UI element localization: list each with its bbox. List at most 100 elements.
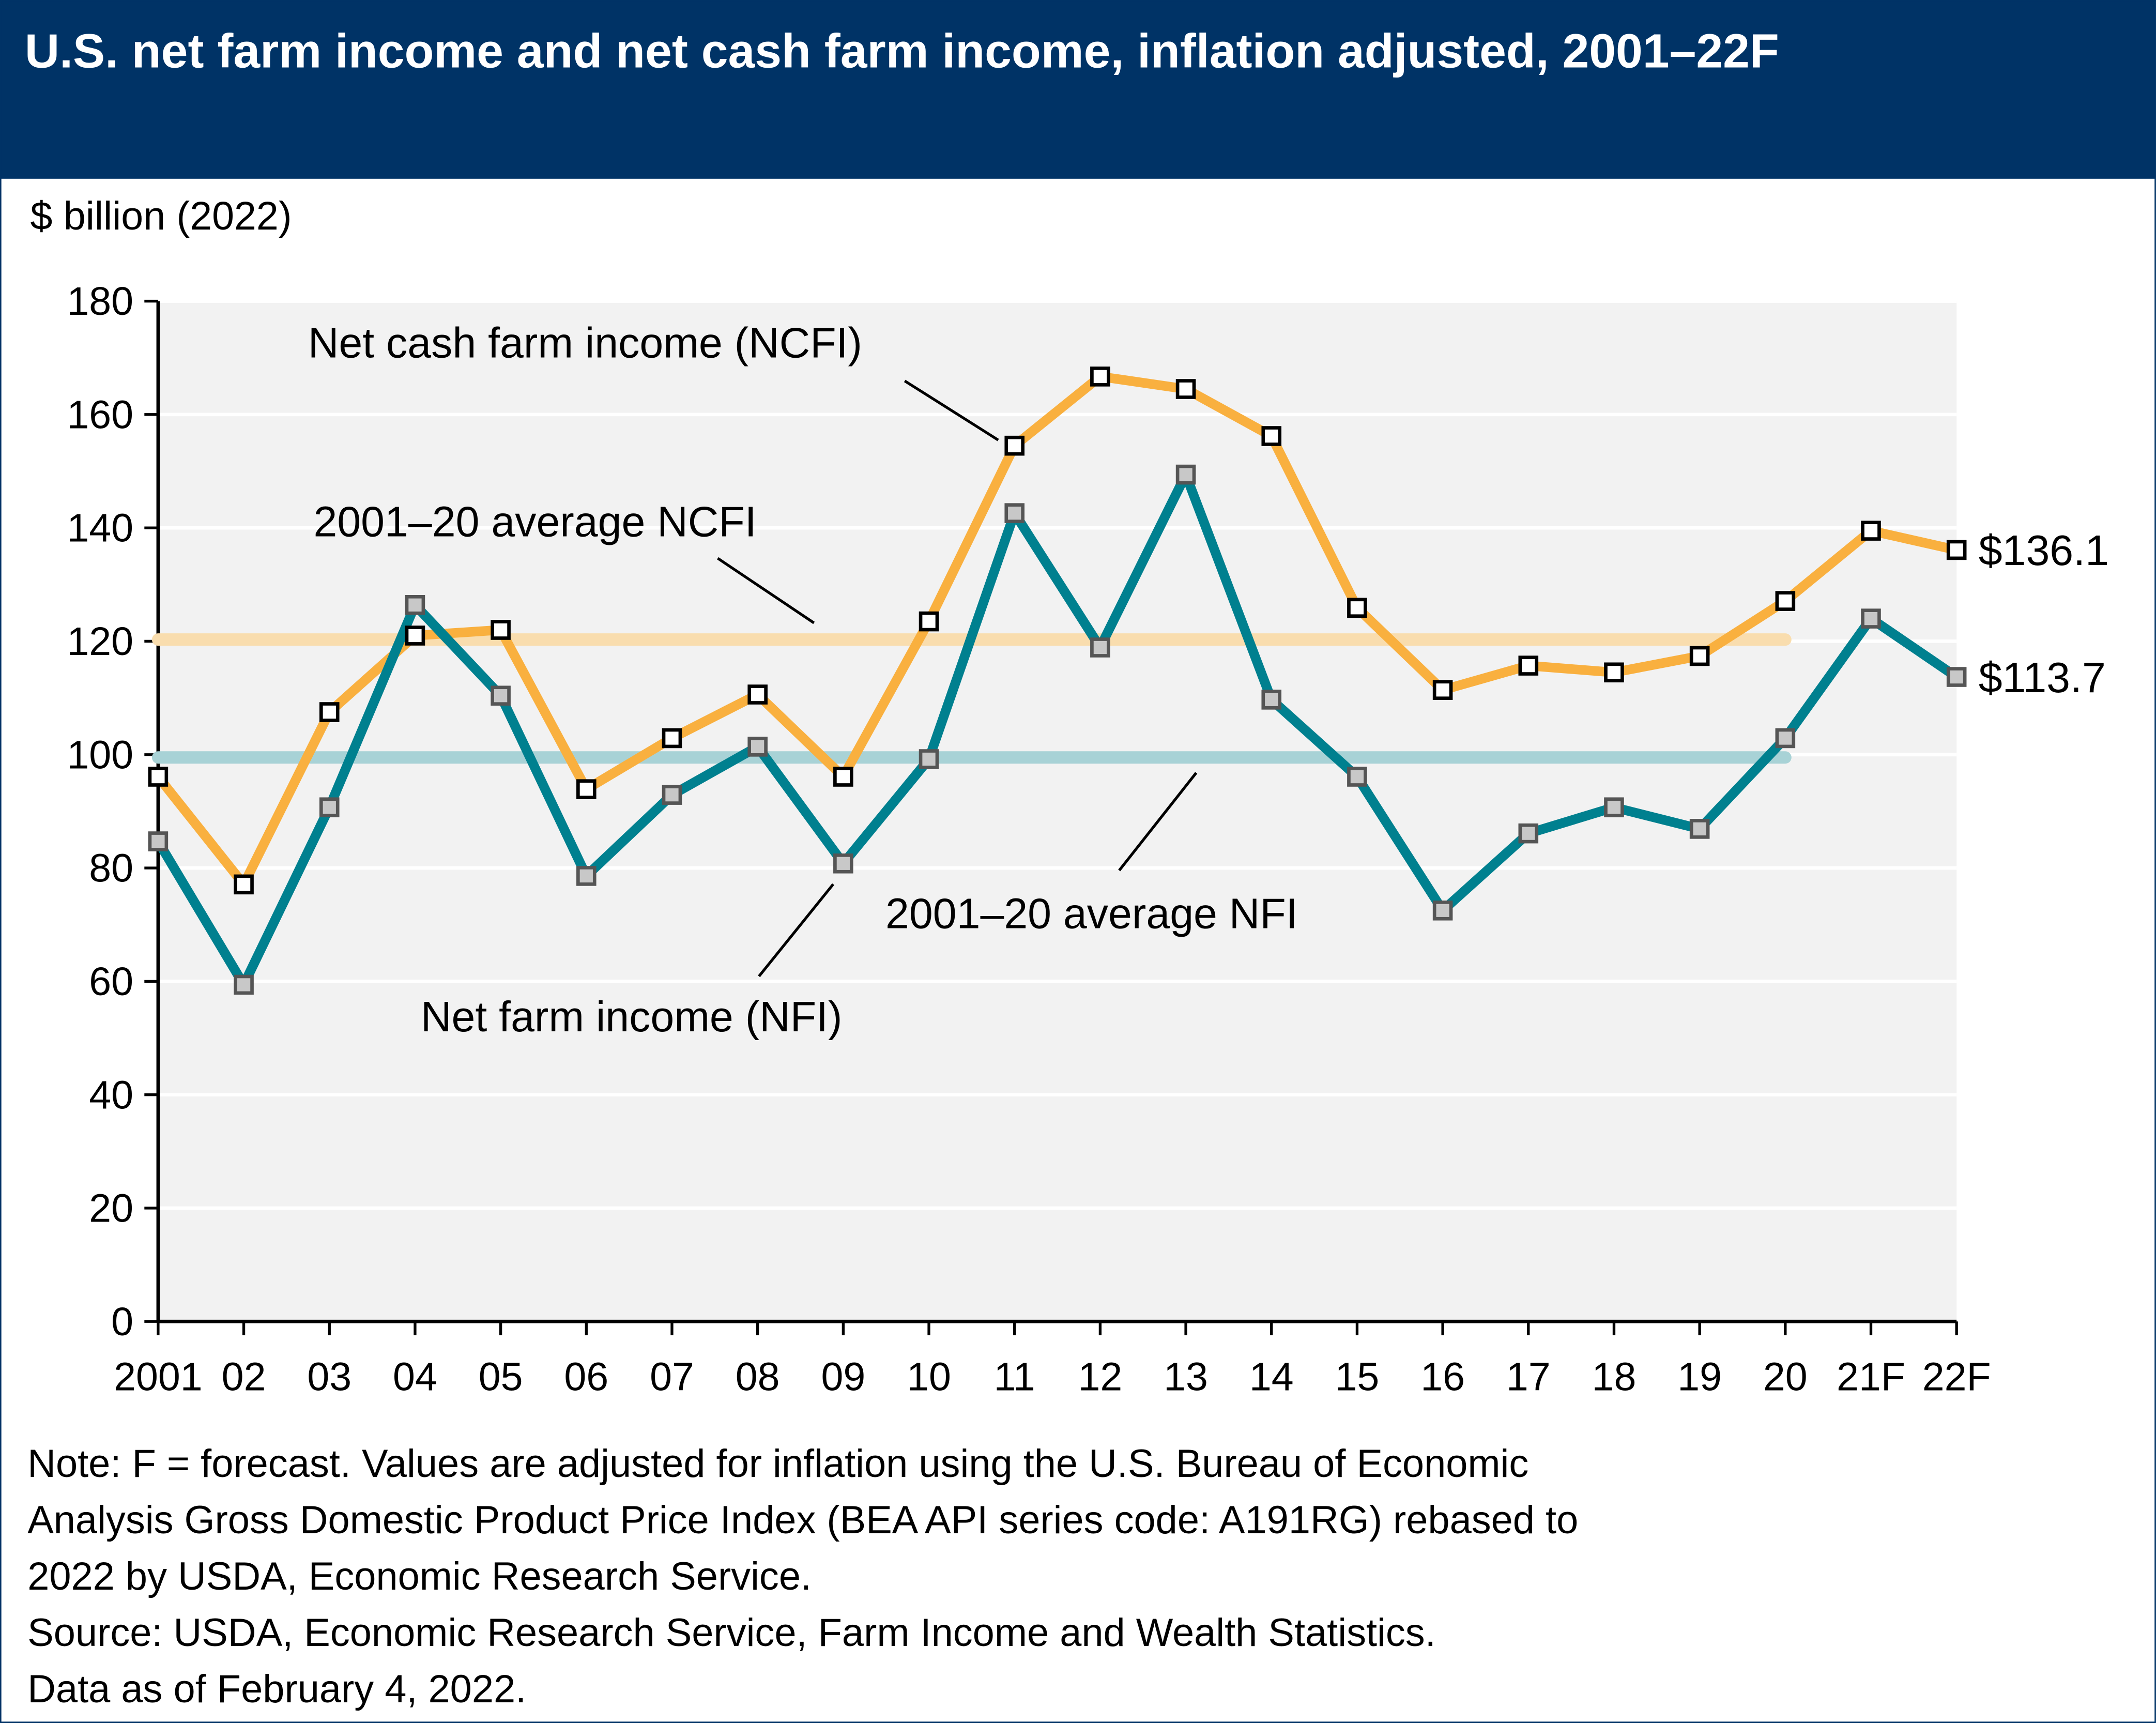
nfi-point [747,737,768,757]
notes: Note: F = forecast. Values are adjusted … [27,1437,2145,1719]
nfi-point [1261,690,1282,710]
nfi-point [662,785,682,805]
x-tick-label: 08 [736,1354,780,1399]
x-tick-label: 16 [1420,1354,1465,1399]
nfi-point [1004,503,1025,523]
ncfi-point [319,702,340,722]
x-tick-label: 12 [1078,1354,1122,1399]
ncfi-point [1689,646,1710,666]
x-tick-label: 11 [994,1354,1035,1399]
y-tick-label: 80 [89,846,133,891]
nfi-average-leader-line [1118,772,1198,872]
ncfi-point [1861,521,1881,541]
ncfi-annotation: Net cash farm income (NCFI) [308,319,862,367]
ncfi-point [747,684,768,705]
nfi-point [1090,637,1110,658]
y-tick-label: 0 [111,1300,133,1344]
nfi-point [919,749,939,769]
ncfi-point [234,874,254,895]
x-tick-label: 09 [821,1354,865,1399]
nfi-point [148,831,169,851]
ncfi-point [1946,540,1967,560]
nfi-point [234,974,254,995]
ncfi-point [1347,598,1367,618]
y-tick-label: 160 [67,392,133,437]
ncfi-point [1175,379,1196,399]
y-tick-label: 140 [67,506,133,551]
data-date-line: Data as of February 4, 2022. [27,1668,527,1712]
ncfi-point [662,728,682,749]
x-tick-label: 02 [222,1354,266,1399]
x-tick-label: 03 [307,1354,351,1399]
ncfi-point [1775,591,1796,611]
x-tick-label: 22F [1922,1354,1991,1399]
x-tick-label: 06 [564,1354,608,1399]
nfi-point [1775,728,1796,749]
ncfi-point [919,611,939,632]
note-line: Analysis Gross Domestic Product Price In… [27,1499,1579,1543]
nfi-point [405,594,425,615]
ncfi-leader-line [904,379,999,441]
x-tick-label: 13 [1164,1354,1208,1399]
y-tick-label: 120 [67,619,133,664]
x-tick-label: 07 [650,1354,694,1399]
ncfi-average-annotation: 2001–20 average NCFI [313,498,756,545]
note-line: 2022 by USDA, Economic Research Service. [27,1555,812,1599]
nfi-end-label: $113.7 [1979,654,2106,702]
nfi-annotation: Net farm income (NFI) [421,993,842,1041]
nfi-point [833,853,853,874]
ncfi-point [1432,680,1453,700]
x-tick-label: 20 [1763,1354,1808,1399]
nfi-point [491,685,511,706]
ncfi-point [491,620,511,640]
x-tick-label: 18 [1592,1354,1637,1399]
x-tick-label: 05 [479,1354,523,1399]
x-tick-label: 17 [1506,1354,1551,1399]
x-tick-label: 19 [1677,1354,1722,1399]
y-tick-label: 20 [89,1186,133,1231]
nfi-line [154,469,1960,990]
y-tick-label: 180 [67,279,133,324]
ncfi-end-label: $136.1 [1979,527,2109,574]
ncfi-point [1518,655,1539,676]
plot-background [158,301,1957,1322]
nfi-point [1861,608,1881,629]
x-tick-label: 10 [907,1354,951,1399]
nfi-point [1689,819,1710,839]
title-bar: U.S. net farm income and net cash farm i… [0,0,2156,179]
nfi-point [576,866,597,886]
ncfi-point [576,779,597,799]
ncfi-point [833,767,853,787]
x-tick-label: 15 [1335,1354,1380,1399]
nfi-point [1518,823,1539,844]
nfi-point [1604,797,1624,818]
nfi-point [1946,667,1967,687]
ncfi-point [1004,435,1025,456]
x-tick-label: 21F [1837,1354,1905,1399]
y-tick-label: 60 [89,959,133,1004]
ncfi-point [148,767,169,787]
ncfi-point [1090,367,1110,387]
nfi-point [319,797,340,818]
nfi-average-annotation: 2001–20 average NFI [885,890,1298,938]
nfi-point [1175,464,1196,485]
nfi-point [1347,767,1367,787]
ncfi-line [154,372,1958,890]
x-tick-label: 04 [393,1354,437,1399]
x-tick-label: 14 [1249,1354,1294,1399]
ncfi-point [405,626,425,646]
nfi-point [1432,901,1453,921]
y-axis-unit-label: $ billion (2022) [30,195,292,239]
ncfi-average-leader-line [717,557,815,624]
y-tick-label: 40 [89,1073,133,1117]
source-line: Source: USDA, Economic Research Service,… [27,1611,1436,1656]
note-line: Note: F = forecast. Values are adjusted … [27,1442,1529,1487]
x-tick-label: 2001 [114,1354,203,1399]
chart-title: U.S. net farm income and net cash farm i… [24,24,1779,79]
nfi-leader-line [758,883,835,978]
y-tick-label: 100 [67,733,133,777]
ncfi-point [1604,662,1624,683]
